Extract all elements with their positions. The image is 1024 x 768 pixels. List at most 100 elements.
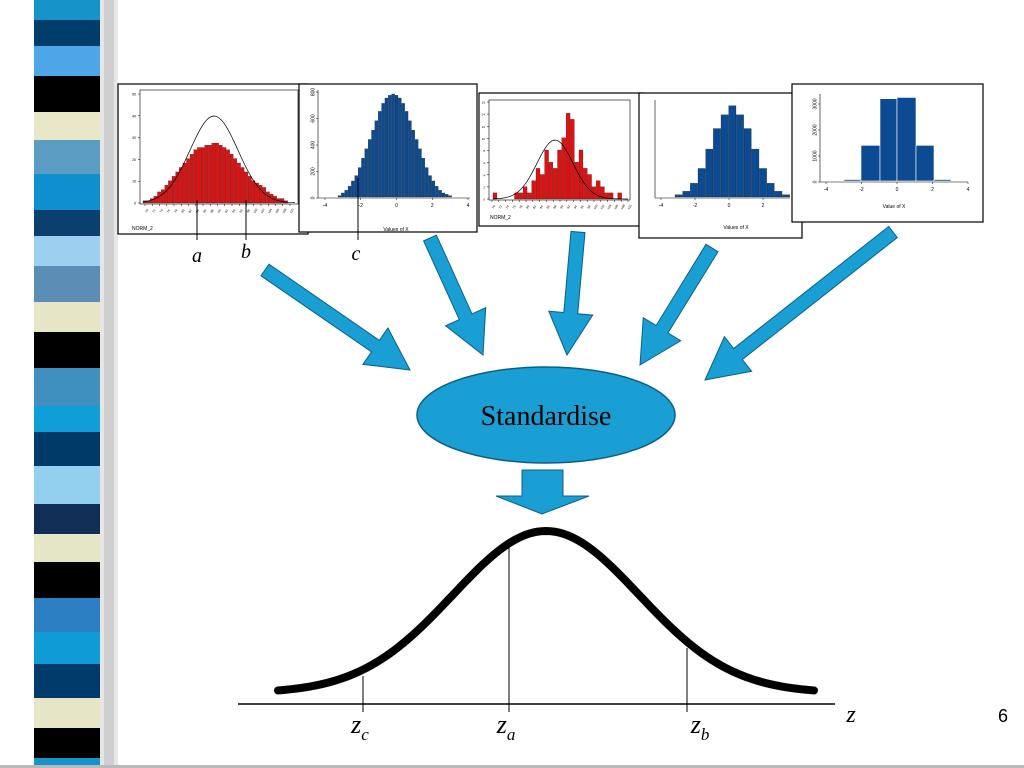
panel-1-y-tick-label: 50 [132, 93, 136, 97]
panel-3-x-tick-label: 70 [491, 204, 496, 209]
panel-1-bar [164, 185, 169, 204]
panel-1-y-tick-label: 30 [132, 136, 136, 140]
panel-1-bar [208, 145, 212, 204]
panel-1-x-tick-label: 72 [151, 208, 156, 213]
panel-2-bar [401, 103, 405, 198]
stripe-block [34, 210, 100, 236]
histogram-panel-2: 800 600 400 200 0 -4 -2 0 2 4 Values of X [298, 83, 478, 240]
stripe-block [34, 332, 100, 368]
panel-1-bar [248, 176, 252, 204]
stripe-block [34, 466, 100, 504]
panel-2-y-tick-label: 200 [311, 167, 317, 176]
stripe-block [34, 562, 100, 598]
arrow-1 [260, 263, 411, 371]
panel-4-x-tick-label: 2 [762, 203, 765, 209]
panel-2-x-tick-label: 0 [395, 203, 398, 209]
stripe-block [34, 698, 100, 728]
stripe-block [34, 302, 100, 332]
panel-3-bar [604, 192, 609, 200]
panel-1-bar [186, 158, 190, 204]
panel-3-x-tick-label: 76 [512, 204, 517, 209]
panel-5-bar [896, 97, 917, 182]
panel-3-bar [527, 192, 532, 200]
panel-3-y-tick-label: 10 [482, 137, 486, 141]
stripe-block [34, 46, 100, 76]
panel-1-bar [171, 176, 176, 204]
panel-4-bar [682, 191, 691, 198]
stripe-block [34, 368, 100, 406]
panel-1-x-tick-label: 104 [267, 208, 273, 215]
panel-2-bar [344, 190, 348, 198]
panel-1-y-tick-label: 0 [134, 202, 136, 206]
panel-5-x-tick-label: 0 [896, 187, 899, 193]
panel-2-bar [425, 167, 429, 198]
panel-3-bar [548, 162, 553, 200]
panel-2-bar [357, 167, 362, 198]
panel-1-x-ticks: 7072747678808284868890929496981001021041… [144, 204, 295, 214]
panel-2-y-tick-label: 400 [311, 141, 317, 150]
mark-b-label: b [241, 241, 251, 263]
panel-2-bar [374, 120, 379, 198]
panel-3-bars [492, 113, 622, 200]
panel-5-x-tick-label: 4 [967, 187, 970, 193]
panel-4-x-tick-label: 0 [728, 203, 731, 209]
panel-3-x-tick-label: 92 [566, 204, 571, 209]
panel-1-x-tick-label: 106 [274, 208, 280, 215]
stripe-block [34, 432, 100, 466]
panel-1-bar [215, 142, 219, 204]
panel-1-bar [211, 142, 216, 204]
panel-2-x-ticks: -4 -2 0 2 4 [323, 198, 470, 209]
panel-5-bar [843, 179, 862, 182]
panel-3-bar [544, 149, 549, 200]
panel-3-y-tick-label: 2 [483, 185, 485, 189]
panel-3-y-tick-label: 14 [482, 113, 486, 117]
standard-normal-plot: z zc za zb [238, 526, 856, 744]
panel-3-bar [553, 168, 558, 200]
panel-5-y-tick-label: 0 [813, 180, 819, 183]
standardise-label: Standardise [481, 401, 612, 432]
panel-5-x-axis-title: Value of X [883, 204, 906, 210]
stripe-block [34, 504, 100, 534]
panel-1-x-tick-label: 90 [217, 208, 222, 213]
stripe-block [34, 758, 100, 768]
stripe-block [34, 112, 100, 140]
panel-1-bar [179, 167, 183, 204]
panel-1-bar [251, 180, 256, 204]
panel-3-bar [608, 192, 614, 200]
panel-4-bar [690, 183, 698, 198]
panel-1-bar [229, 154, 234, 204]
panel-1-x-tick-label: 88 [209, 208, 214, 213]
panel-3-bar [617, 192, 622, 200]
panel-3-x-tick-label: 90 [559, 204, 564, 209]
panel-1-x-tick-label: 82 [188, 208, 193, 213]
panel-5-bar [879, 98, 898, 182]
panel-3-x-tick-label: 78 [518, 204, 523, 209]
panel-1-bar [161, 189, 165, 204]
panel-4-bar [697, 168, 706, 198]
panel-3-y-tick-label: 12 [482, 125, 486, 129]
panel-3-bar [522, 186, 528, 200]
panel-3-bar [557, 149, 562, 200]
panel-1-x-tick-label: 110 [289, 208, 295, 214]
panel-1-x-tick-label: 86 [202, 208, 207, 213]
panel-1-x-tick-label: 108 [281, 208, 287, 215]
panel-3-bar [540, 174, 545, 200]
panel-2-bar [428, 175, 432, 198]
stripe-block [34, 0, 100, 20]
panel-4-x-axis-title: Values of X [723, 225, 749, 231]
panel-3-x-tick-label: 82 [532, 204, 537, 209]
panel-5-bar [915, 145, 935, 182]
stripe-block [34, 406, 100, 432]
panel-3-x-tick-label: 106 [613, 204, 619, 211]
panel-3-x-tick-label: 108 [620, 204, 626, 211]
panel-1-bar [168, 180, 172, 204]
panel-3-x-tick-label: 80 [525, 204, 530, 209]
panel-3-y-tick-label: 4 [483, 173, 485, 177]
panel-2-bar [448, 195, 452, 198]
panel-2-bar [381, 103, 385, 198]
panel-3-x-tick-label: 102 [600, 204, 606, 211]
za-label: za [496, 710, 516, 744]
